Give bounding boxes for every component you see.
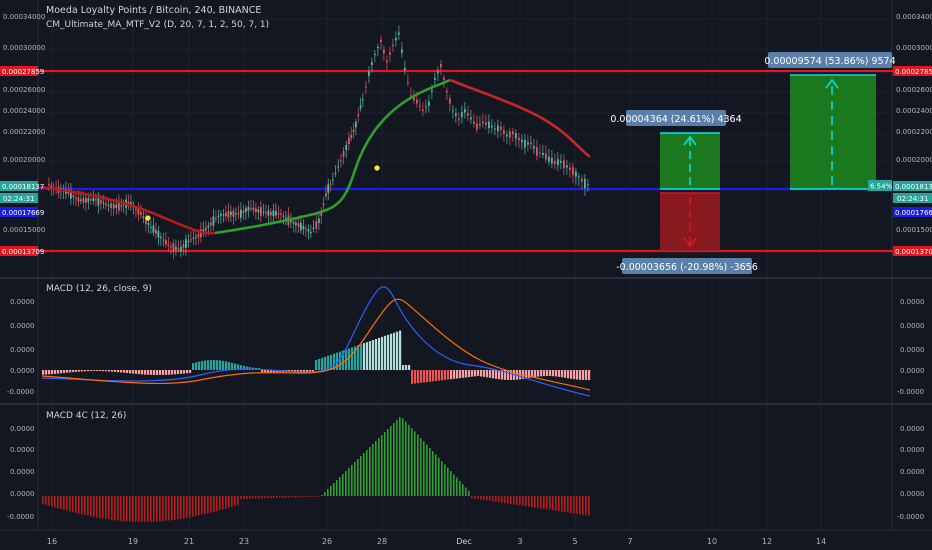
macd4c-pane-title: MACD 4C (12, 26)	[46, 411, 126, 421]
right-tick: 0.00034000	[896, 13, 932, 21]
pane-separators	[0, 0, 932, 531]
time-tick: 12	[762, 537, 772, 546]
long-big-label-text: 0.00009574 (53.86%) 9574	[764, 56, 895, 67]
macd-axis: 0.0000 0.0000 0.0000 0.0000 -0.0000 0.00…	[7, 298, 925, 396]
svg-text:0.0000: 0.0000	[10, 425, 35, 433]
macd4c-axis: 0.0000 0.0000 0.0000 0.0000 -0.0000 0.00…	[7, 425, 925, 521]
left-bottom-red-label: 0.00013709	[2, 248, 44, 256]
svg-text:0.0000: 0.0000	[10, 468, 35, 476]
svg-text:0.0000: 0.0000	[900, 446, 925, 454]
time-tick: 7	[627, 537, 632, 546]
time-tick: 5	[572, 537, 577, 546]
left-tick: 0.00026000	[3, 86, 45, 94]
left-top-red-label: 0.00027859	[2, 68, 44, 76]
left-tick: 0.00020000	[3, 156, 45, 164]
svg-text:0.0000: 0.0000	[900, 322, 925, 330]
svg-text:-0.0000: -0.0000	[897, 513, 924, 521]
long-big-label: 0.00009574 (53.86%) 9574	[764, 52, 896, 68]
right-blue-label: 0.00017669	[895, 209, 932, 217]
time-tick: 10	[707, 537, 717, 546]
svg-text:0.0000: 0.0000	[10, 322, 35, 330]
left-countdown-label: 02:24:31	[3, 195, 34, 203]
macd-signal-lines	[41, 286, 591, 397]
svg-text:-0.0000: -0.0000	[897, 388, 924, 396]
level-lines[interactable]	[0, 69, 932, 253]
long-small-label: 0.00004364 (24.61%) 4364	[610, 110, 742, 126]
left-tick: 0.00034000	[3, 13, 45, 21]
indicator-ma-title: CM_Ultimate_MA_MTF_V2 (D, 20, 7, 1, 2, 5…	[46, 20, 269, 30]
left-blue-label: 0.00017669	[2, 209, 44, 217]
left-tick: 0.00022000	[3, 128, 45, 136]
short-label-text: -0.00003656 (-20.98%) -3656	[616, 262, 758, 273]
time-tick: 26	[322, 537, 332, 546]
right-tick: 0.00026000	[896, 86, 932, 94]
right-price-axis[interactable]: 0.00034000 0.00030000 0.00026000 0.00024…	[868, 13, 932, 256]
grid-lines	[38, 0, 892, 530]
time-tick: 16	[47, 537, 57, 546]
time-tick: Dec	[456, 537, 471, 546]
left-tick: 0.00015000	[3, 226, 45, 234]
short-position[interactable]	[660, 192, 720, 251]
svg-text:-0.0000: -0.0000	[7, 513, 34, 521]
moving-average-line	[39, 78, 591, 235]
right-tick: 0.00020000	[896, 156, 932, 164]
svg-text:0.0000: 0.0000	[10, 298, 35, 306]
right-tick: 0.00015000	[896, 226, 932, 234]
time-tick: 23	[239, 537, 249, 546]
time-axis[interactable]: 16 19 21 23 26 28 Dec 3 5 7 10 12 14	[47, 537, 826, 546]
svg-text:0.0000: 0.0000	[10, 490, 35, 498]
svg-text:0.0000: 0.0000	[900, 367, 925, 375]
macd4c-histogram	[42, 417, 590, 522]
svg-text:0.0000: 0.0000	[900, 346, 925, 354]
long-small-label-text: 0.00004364 (24.61%) 4364	[610, 114, 741, 125]
time-tick: 14	[816, 537, 826, 546]
svg-text:0.0000: 0.0000	[10, 367, 35, 375]
svg-text:0.0000: 0.0000	[900, 490, 925, 498]
candlestick-series[interactable]	[48, 25, 589, 260]
short-label: -0.00003656 (-20.98%) -3656	[616, 258, 758, 274]
svg-text:0.0000: 0.0000	[900, 468, 925, 476]
right-top-red-label: 0.00027859	[895, 68, 932, 76]
left-price-axis[interactable]: 0.00034000 0.00030000 0.00026000 0.00024…	[0, 13, 45, 256]
left-tick: 0.00030000	[3, 44, 45, 52]
svg-text:0.0000: 0.0000	[900, 298, 925, 306]
right-countdown-label: 02:24:31	[897, 195, 928, 203]
macd-histogram	[42, 330, 591, 384]
right-tick: 0.00030000	[896, 44, 932, 52]
right-pct-label: 6.54%	[870, 183, 893, 191]
time-tick: 3	[517, 537, 522, 546]
long-position-small[interactable]	[660, 132, 720, 190]
macd-pane-title: MACD (12, 26, close, 9)	[46, 284, 152, 294]
time-tick: 19	[128, 537, 138, 546]
right-tick: 0.00024000	[896, 107, 932, 115]
left-tick: 0.00024000	[3, 107, 45, 115]
time-tick: 28	[377, 537, 387, 546]
svg-text:0.0000: 0.0000	[10, 346, 35, 354]
symbol-title: Moeda Loyalty Points / Bitcoin, 240, BIN…	[46, 5, 261, 16]
right-current-price-label: 0.00018137	[895, 183, 932, 191]
right-bottom-red-label: 0.00013709	[895, 248, 932, 256]
right-tick: 0.00022000	[896, 128, 932, 136]
long-position-big[interactable]	[790, 74, 876, 190]
svg-text:0.0000: 0.0000	[900, 425, 925, 433]
left-current-price-label: 0.00018137	[2, 183, 44, 191]
time-tick: 21	[184, 537, 194, 546]
svg-text:-0.0000: -0.0000	[7, 388, 34, 396]
svg-text:0.0000: 0.0000	[10, 446, 35, 454]
